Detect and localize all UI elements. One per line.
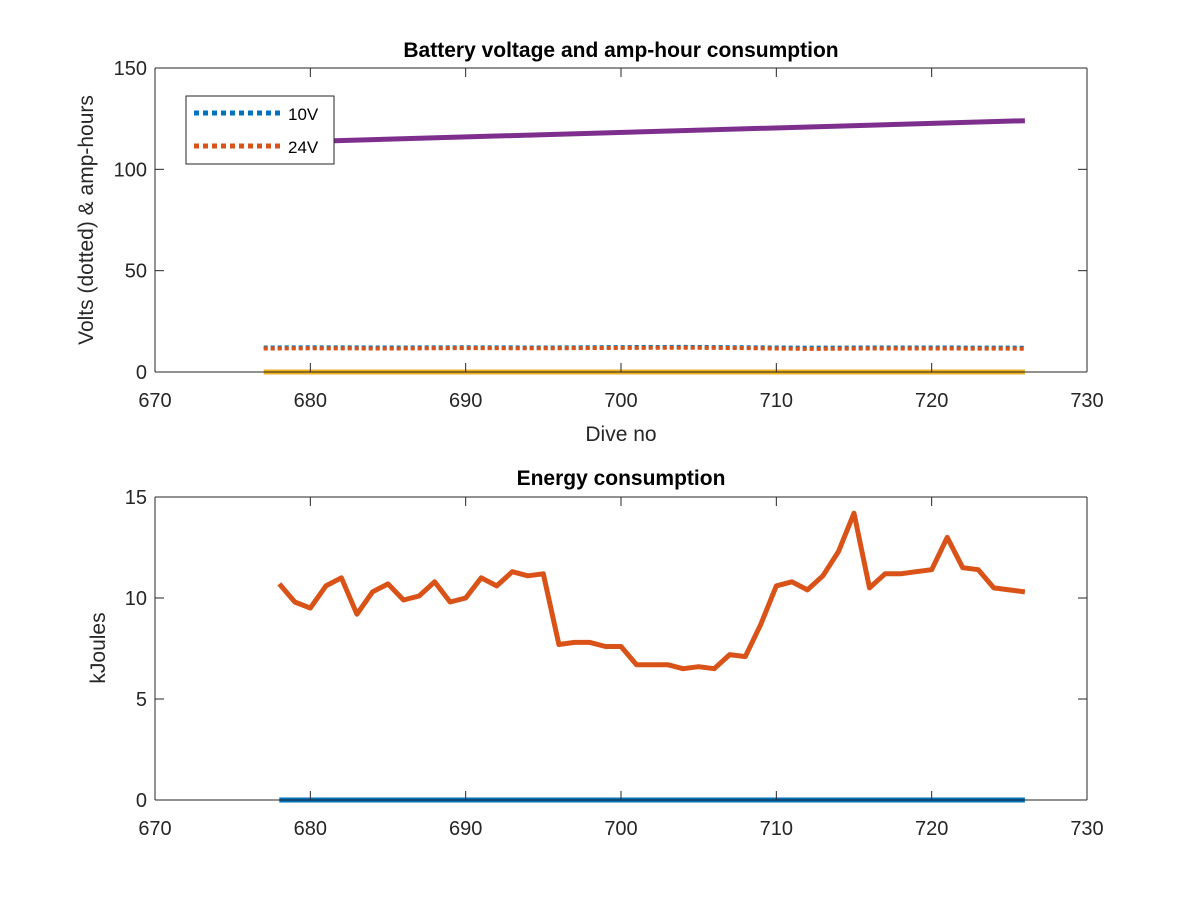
top-axes: Battery voltage and amp-hour consumption… bbox=[75, 39, 1104, 446]
top-x-tick-label: 720 bbox=[915, 390, 948, 412]
top-y-tick-label: 0 bbox=[136, 362, 147, 384]
top-x-tick-label: 730 bbox=[1070, 390, 1103, 412]
bottom-x-tick-label: 730 bbox=[1070, 818, 1103, 840]
bottom-x-tick-label: 670 bbox=[138, 818, 171, 840]
bottom-chart-title: Energy consumption bbox=[517, 467, 726, 490]
top-x-tick-label: 690 bbox=[449, 390, 482, 412]
bottom-y-tick-label: 0 bbox=[136, 790, 147, 812]
top-y-tick-label: 100 bbox=[114, 159, 147, 181]
bottom-x-tick-label: 700 bbox=[604, 818, 637, 840]
legend-label-24v: 24V bbox=[288, 138, 319, 157]
top-x-tick-label: 710 bbox=[760, 390, 793, 412]
top-y-tick-label: 150 bbox=[114, 58, 147, 80]
legend-label-10v: 10V bbox=[288, 105, 319, 124]
top-x-axis-label: Dive no bbox=[585, 423, 656, 446]
bottom-axes: Energy consumption kJoules 670 680 690 700 7… bbox=[87, 467, 1104, 840]
bottom-x-tick-label: 680 bbox=[294, 818, 327, 840]
bottom-y-axis-label: kJoules bbox=[87, 612, 110, 683]
bottom-x-tick-label: 690 bbox=[449, 818, 482, 840]
bottom-y-tick-label: 5 bbox=[136, 689, 147, 711]
top-chart-title: Battery voltage and amp-hour consumption bbox=[403, 39, 838, 62]
top-legend: 10V 24V bbox=[185, 95, 335, 165]
bottom-ticks: 670 680 690 700 710 720 730 0 5 10 15 bbox=[125, 487, 1104, 840]
top-x-tick-label: 700 bbox=[604, 390, 637, 412]
top-x-tick-label: 680 bbox=[294, 390, 327, 412]
top-x-tick-label: 670 bbox=[138, 390, 171, 412]
bottom-x-tick-label: 710 bbox=[760, 818, 793, 840]
bottom-y-tick-label: 10 bbox=[125, 588, 147, 610]
bottom-y-tick-label: 15 bbox=[125, 487, 147, 509]
legend-box bbox=[185, 95, 335, 165]
top-ticks: 670 680 690 700 710 720 730 0 50 100 150 bbox=[114, 58, 1104, 412]
bottom-line-series-1 bbox=[277, 510, 1026, 672]
top-line-series-3 bbox=[325, 118, 1025, 144]
top-y-axis-label: Volts (dotted) & amp-hours bbox=[75, 95, 98, 345]
bottom-x-tick-label: 720 bbox=[915, 818, 948, 840]
top-y-tick-label: 50 bbox=[125, 261, 147, 283]
top-line-24v bbox=[263, 345, 1025, 351]
